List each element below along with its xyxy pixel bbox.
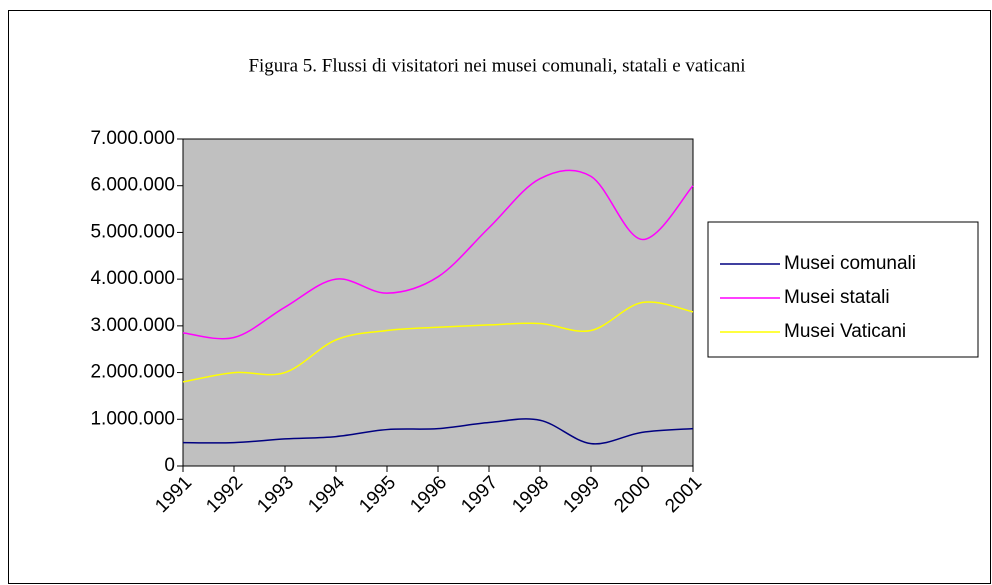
legend-label: Musei statali — [784, 287, 890, 308]
series-line — [182, 169, 694, 340]
series-line — [182, 301, 694, 383]
y-tick-label: 7.000.000 — [90, 128, 175, 149]
plot-area — [182, 138, 694, 467]
series-line — [182, 418, 694, 445]
y-tick-label: 6.000.000 — [90, 175, 175, 196]
legend-label: Musei comunali — [784, 253, 916, 274]
y-tick-label: 4.000.000 — [90, 268, 175, 289]
y-tick-label: 1.000.000 — [90, 408, 175, 429]
legend-label: Musei Vaticani — [784, 321, 906, 342]
y-tick-label: 5.000.000 — [90, 221, 175, 242]
legend — [707, 221, 979, 358]
y-tick-label: 0 — [164, 455, 175, 476]
chart-title: Figura 5. Flussi di visitatori nei musei… — [248, 55, 745, 76]
y-tick-label: 3.000.000 — [90, 315, 175, 336]
y-tick-label: 2.000.000 — [90, 362, 175, 383]
